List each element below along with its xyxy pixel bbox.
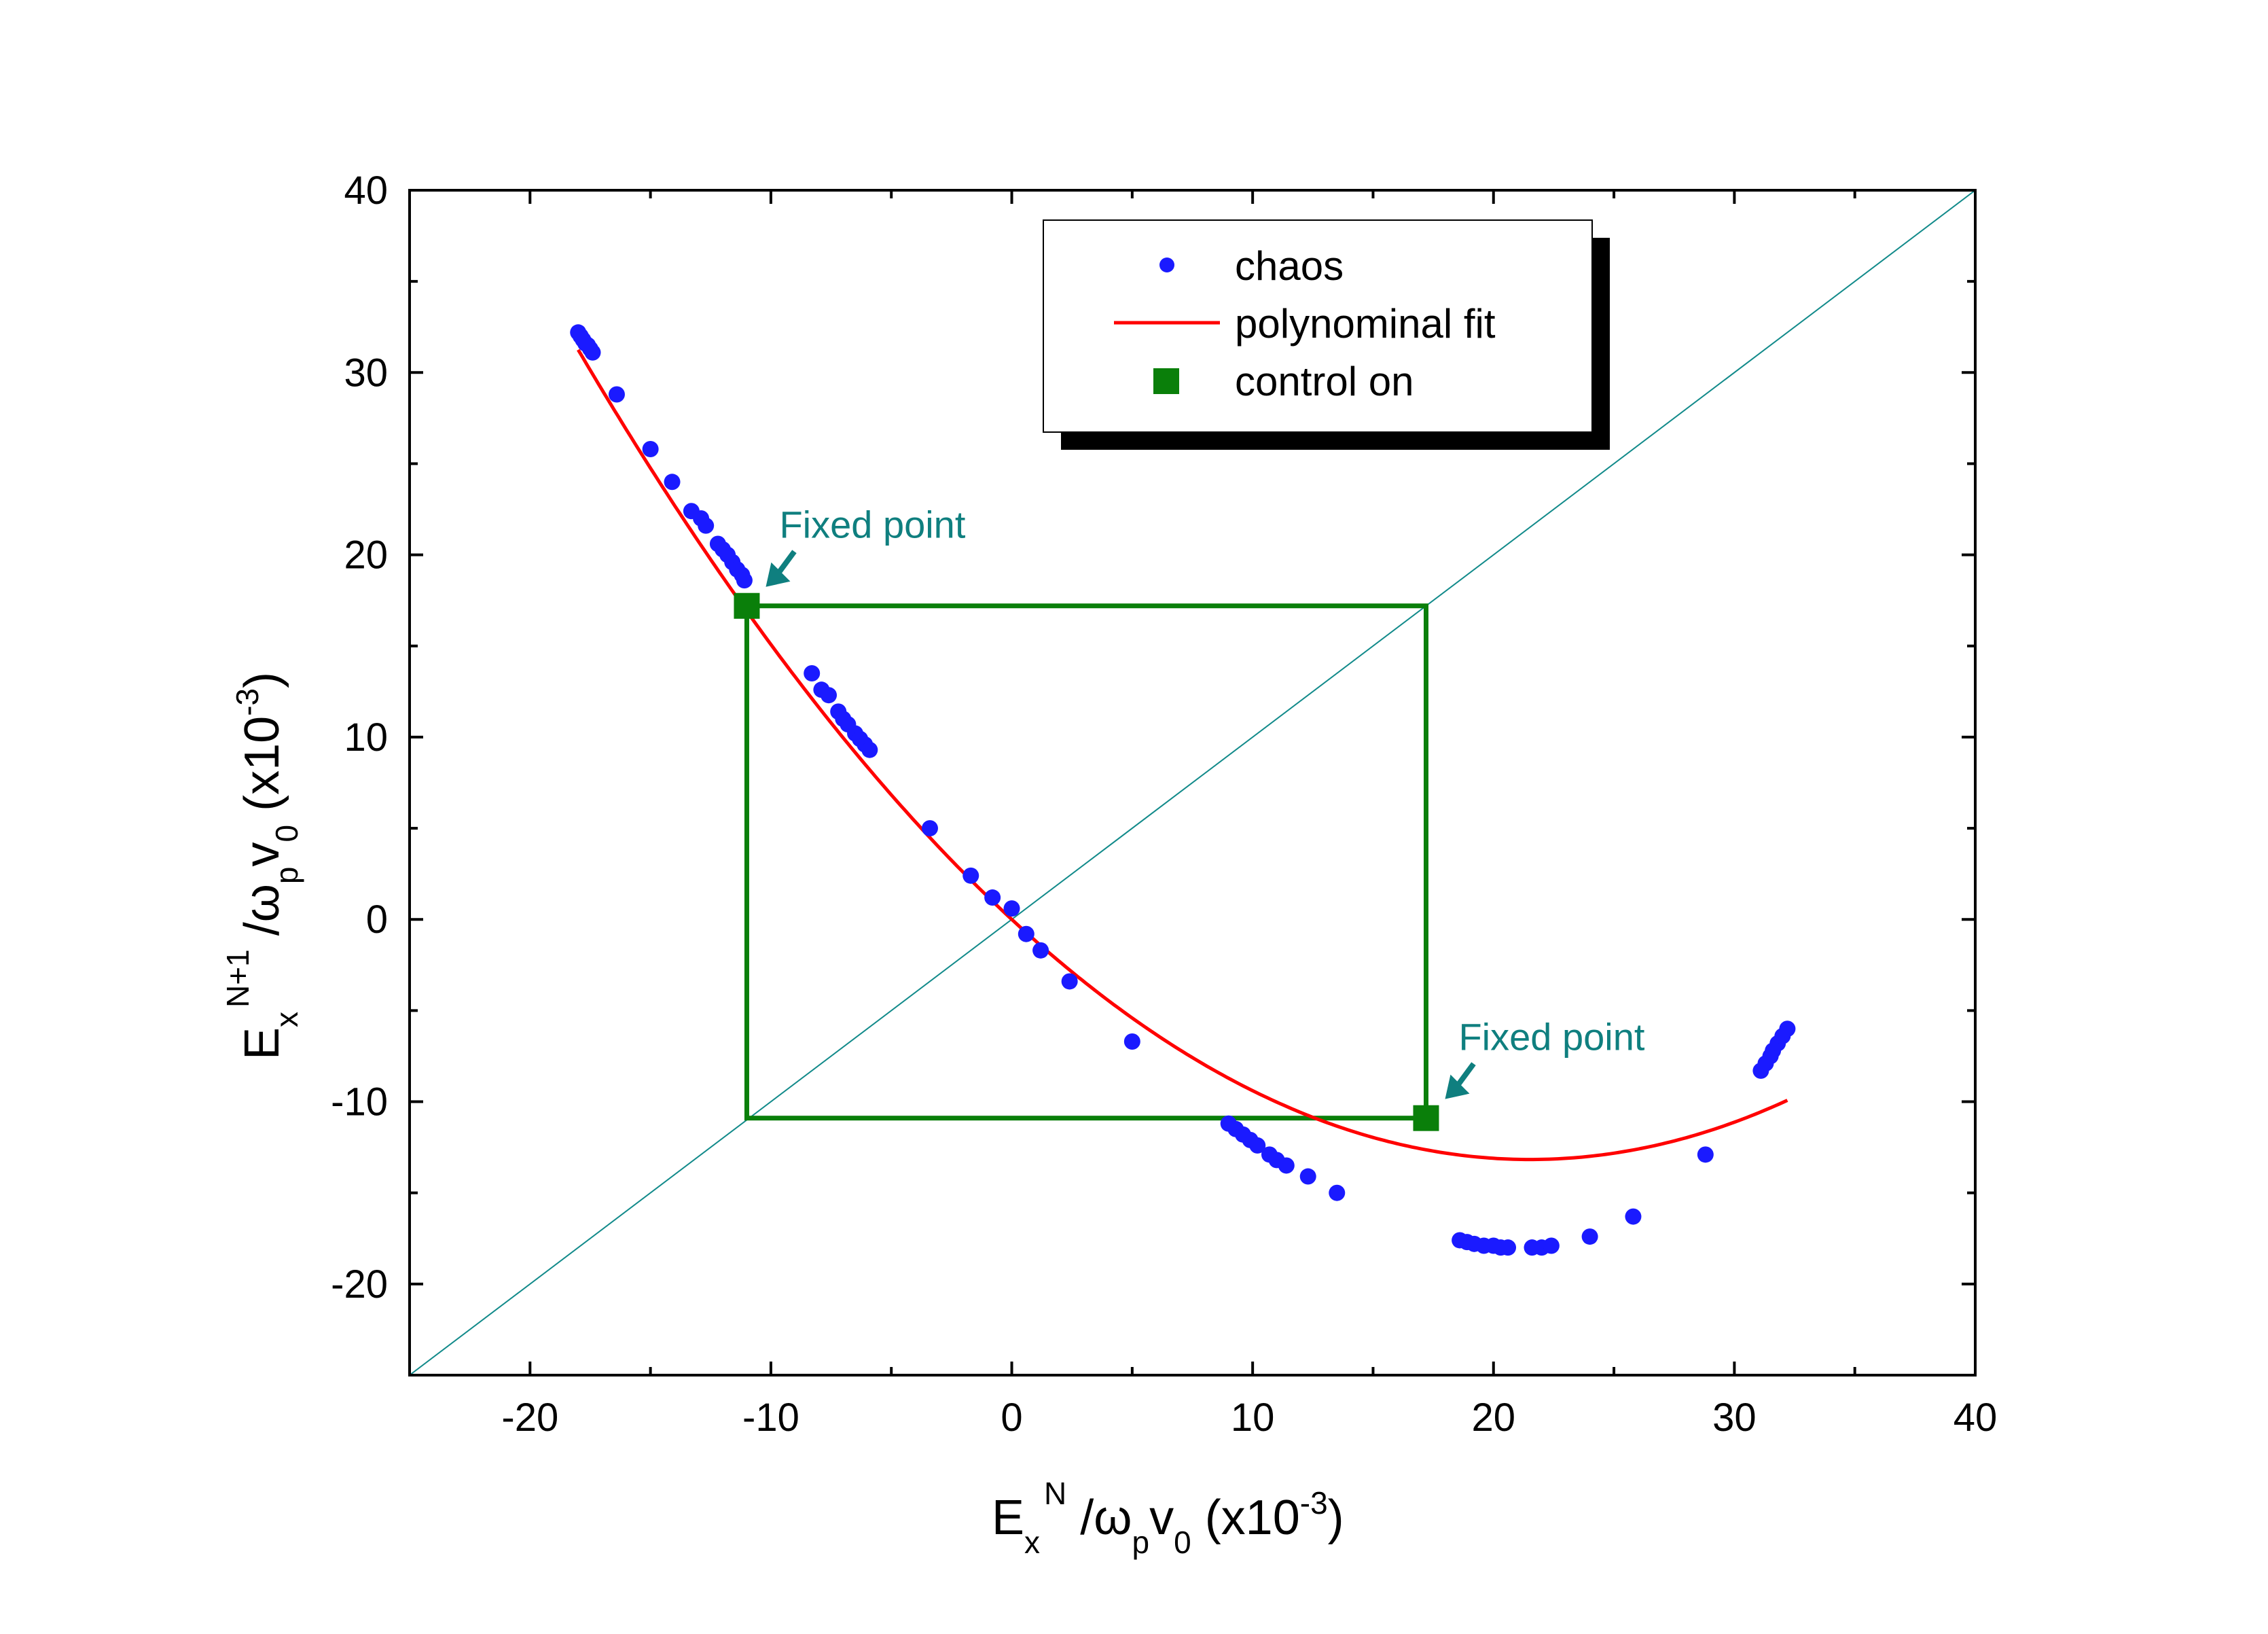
y-tick-label: 0 — [366, 898, 388, 942]
chaos-point — [736, 572, 753, 589]
control-cycle-rect — [744, 603, 1428, 1121]
legend-chaos-label: chaos — [1235, 243, 1344, 289]
chaos-point — [1299, 1168, 1316, 1185]
chaos-point — [1249, 1137, 1266, 1154]
control-point — [1413, 1105, 1439, 1131]
y-tick-label: -20 — [331, 1262, 388, 1307]
chaos-point — [984, 889, 1001, 906]
legend-chaos-marker — [1159, 257, 1174, 272]
y-tick-label: 40 — [344, 168, 388, 213]
y-tick-label: 10 — [344, 715, 388, 760]
x-tick-label: 0 — [1001, 1396, 1022, 1440]
x-axis-title: ExN /ωpv0 (x10-3) — [992, 1476, 1344, 1560]
chaos-point — [821, 687, 838, 704]
chaos-point — [921, 820, 938, 837]
legend-fit-label: polynominal fit — [1235, 301, 1496, 347]
chaos-point — [1697, 1146, 1714, 1163]
annotation-arrow-head — [766, 562, 791, 587]
chaos-point — [1061, 973, 1078, 990]
chaos-point — [698, 517, 715, 534]
chaos-point — [1018, 925, 1034, 942]
x-tick-label: 10 — [1231, 1396, 1275, 1440]
chaos-point — [642, 440, 659, 457]
annotation-label: Fixed point — [1458, 1016, 1644, 1059]
plot-frame — [408, 189, 1977, 1377]
chaos-point — [1003, 900, 1020, 917]
chaos-point — [1779, 1020, 1796, 1037]
legend-control-marker — [1153, 368, 1179, 394]
chaos-point — [1625, 1208, 1642, 1225]
chaos-point — [1329, 1184, 1346, 1201]
legend-control-label: control on — [1235, 359, 1414, 404]
chaos-point — [1278, 1157, 1295, 1174]
annotation-arrow-head — [1445, 1074, 1470, 1099]
y-tick-label: 20 — [344, 533, 388, 578]
chaos-point — [962, 867, 979, 884]
y-tick-label: -10 — [331, 1080, 388, 1124]
control-point — [734, 592, 760, 619]
chaos-point — [584, 344, 601, 361]
x-tick-label: 20 — [1472, 1396, 1516, 1440]
chaos-point — [1581, 1228, 1598, 1245]
chaos-point — [861, 741, 878, 758]
annotation-label: Fixed point — [779, 503, 965, 546]
chaos-point — [1543, 1237, 1560, 1254]
x-tick-label: -20 — [501, 1396, 558, 1440]
chaos-point — [804, 665, 821, 682]
chaos-point — [608, 386, 625, 403]
y-tick-label: 30 — [344, 351, 388, 395]
diagonal-line — [410, 190, 1975, 1375]
x-tick-label: 30 — [1712, 1396, 1757, 1440]
y-axis-title: ExN+1 /ωpv0 (x10-3) — [220, 672, 304, 1060]
chaos-point — [1032, 942, 1049, 959]
chaos-point — [1500, 1239, 1517, 1256]
x-tick-label: -10 — [742, 1396, 799, 1440]
fit-curve — [577, 349, 1788, 1162]
x-tick-label: 40 — [1954, 1396, 1998, 1440]
chaos-point — [1123, 1033, 1140, 1050]
legend-box — [1043, 219, 1593, 433]
chaos-point — [664, 474, 681, 491]
legend: chaos polynominal fit control on — [1043, 219, 1610, 450]
